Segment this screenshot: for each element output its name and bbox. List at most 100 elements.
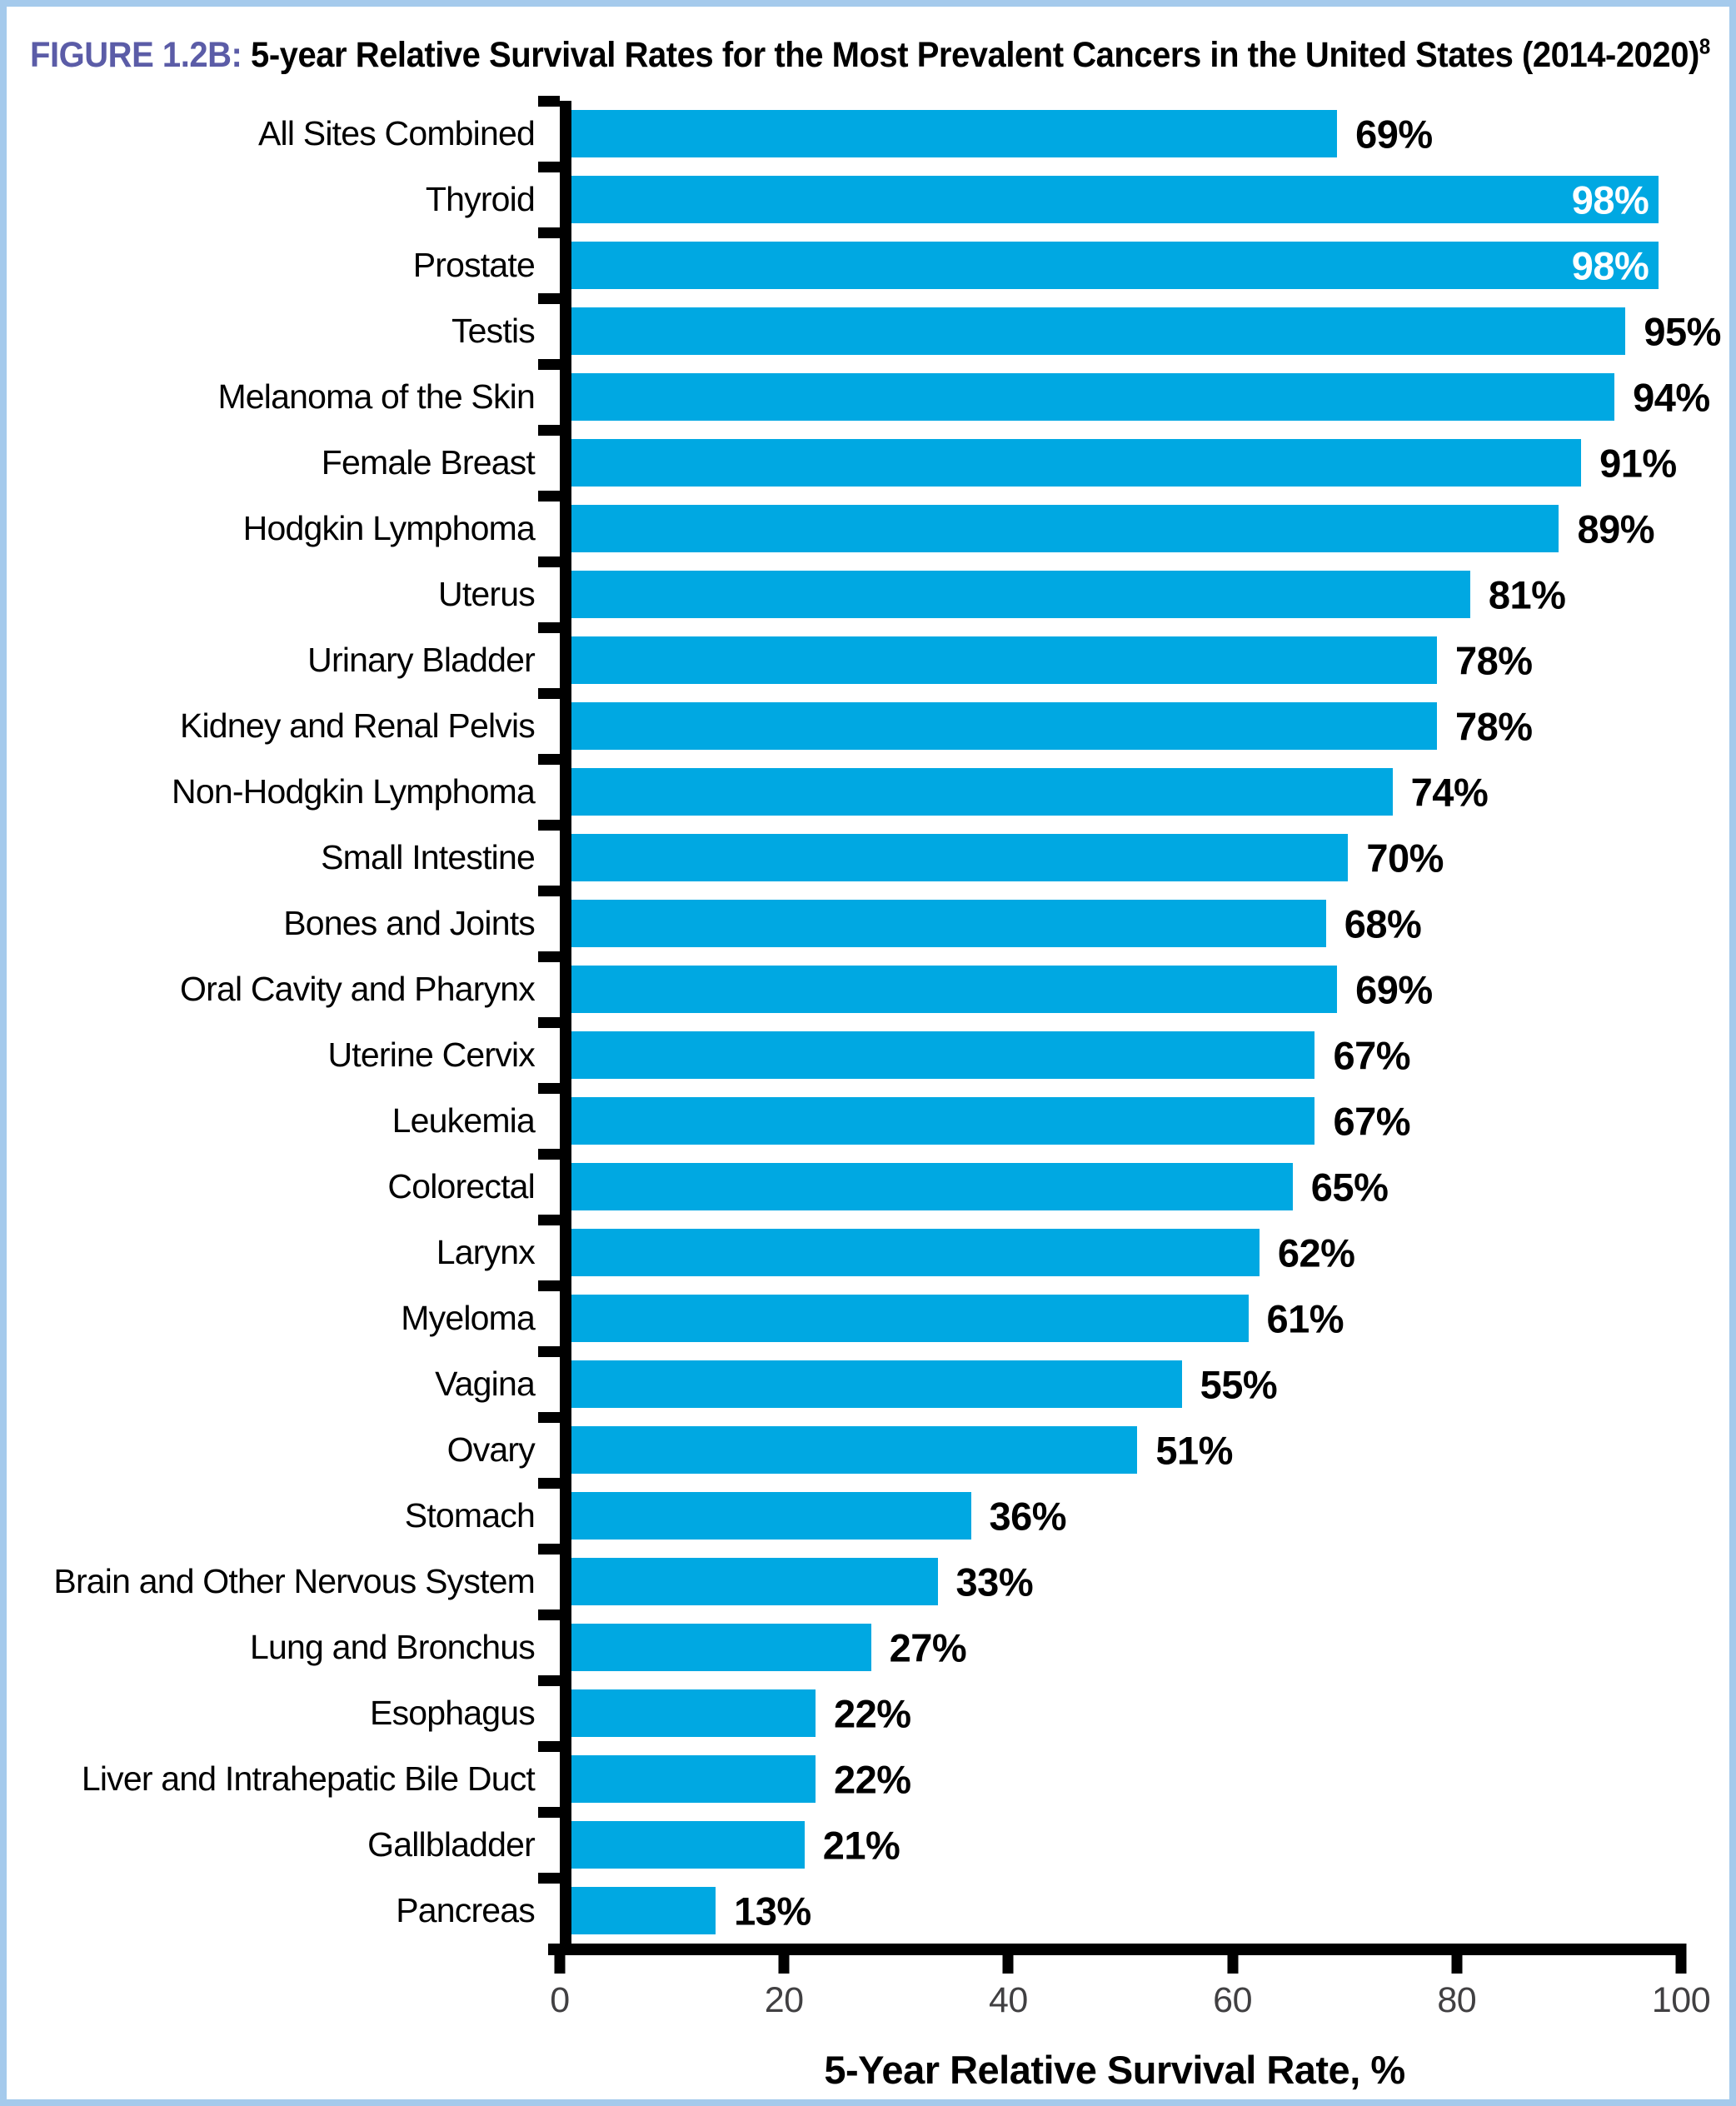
bar: 21% [571, 1821, 900, 1869]
bar-area: 36% [538, 1478, 1681, 1549]
x-tick-label: 100 [1651, 1980, 1711, 2020]
bar-row: Leukemia 67% [7, 1083, 1729, 1154]
bar-area: 74% [538, 754, 1681, 825]
bar-value-label: 22% [834, 1757, 911, 1801]
bar-value-label: 61% [1266, 1296, 1344, 1340]
bar-value-label: 13% [734, 1889, 811, 1933]
bar-value-label: 78% [1454, 704, 1533, 748]
bar-row: Myeloma 61% [7, 1280, 1729, 1351]
category-label: Hodgkin Lymphoma [242, 509, 536, 547]
bar-row: Uterine Cervix 67% [7, 1017, 1729, 1088]
category-label: Non-Hodgkin Lymphoma [172, 772, 536, 811]
bar-area: 98% [538, 227, 1681, 298]
bar-value-label: 67% [1333, 1099, 1411, 1143]
bar-value-label: 74% [1410, 770, 1489, 814]
bar: 13% [571, 1887, 811, 1934]
bar-row: Kidney and Renal Pelvis 78% [7, 688, 1729, 759]
bar-area: 81% [538, 556, 1681, 627]
x-axis: 0 20 40 60 80 100 5-Year Relative Survival Ra… [7, 1944, 1729, 2093]
bar-value-label: 33% [955, 1560, 1034, 1604]
bar-area: 65% [538, 1149, 1681, 1220]
category-label: Testis [451, 312, 536, 350]
category-label: Brain and Other Nervous System [53, 1562, 535, 1600]
bar-area: 61% [538, 1280, 1681, 1351]
bar-area: 62% [538, 1215, 1681, 1285]
x-tick-label: 20 [764, 1980, 804, 2020]
bar-row: Uterus 81% [7, 556, 1729, 627]
bar-area: 70% [538, 820, 1681, 891]
bar-value-label: 81% [1488, 572, 1566, 616]
category-label: Bones and Joints [283, 904, 536, 942]
category-label: Gallbladder [367, 1825, 536, 1864]
bar-value-label: 22% [834, 1691, 911, 1735]
bar-value-label: 98% [1571, 177, 1649, 222]
x-tick-label: 0 [550, 1980, 570, 2020]
bar-row: Gallbladder 21% [7, 1807, 1729, 1878]
bar-row: Liver and Intrahepatic Bile Duct 22% [7, 1741, 1729, 1812]
bar-area: 94% [538, 359, 1710, 430]
bar: 22% [571, 1689, 911, 1737]
x-tick-labels: 0 20 40 60 80 100 [550, 1980, 1710, 2024]
bar-value-label: 65% [1310, 1165, 1389, 1209]
bar: 65% [571, 1163, 1389, 1210]
category-label: Vagina [435, 1365, 536, 1403]
bar-value-label: 67% [1333, 1033, 1411, 1077]
bar: 95% [571, 307, 1721, 355]
bar: 67% [571, 1097, 1411, 1145]
bar: 36% [571, 1492, 1067, 1540]
bar: 61% [571, 1295, 1344, 1342]
bar-value-label: 51% [1155, 1428, 1233, 1472]
category-label: Small Intestine [321, 838, 536, 876]
bar: 55% [571, 1360, 1278, 1408]
bar-row: Urinary Bladder 78% [7, 622, 1729, 693]
bar-area: 21% [538, 1807, 1681, 1878]
bar-chart: All Sites Combined 69% Thyroid 98% Prost… [7, 96, 1729, 2093]
figure-title: FIGURE 1.2B: 5-year Relative Survival Ra… [7, 7, 1729, 76]
bar-value-label: 27% [889, 1625, 967, 1669]
bar-row: Melanoma of the Skin 94% [7, 359, 1729, 430]
bar-row: Small Intestine 70% [7, 820, 1729, 891]
bar-area: 55% [538, 1346, 1681, 1417]
figure-title-text: 5-year Relative Survival Rates for the M… [242, 35, 1699, 75]
x-tick-label: 80 [1437, 1980, 1477, 2020]
bar: 91% [571, 439, 1677, 487]
bar-row: Vagina 55% [7, 1346, 1729, 1417]
bar-value-label: 55% [1200, 1362, 1278, 1406]
bar-area: 98% [538, 162, 1681, 232]
bar-area: 22% [538, 1675, 1681, 1746]
bar-value-label: 78% [1454, 638, 1533, 682]
category-label: Leukemia [392, 1101, 536, 1140]
x-axis-line [548, 1944, 1681, 1955]
bar-row: Pancreas 13% [7, 1873, 1729, 1944]
bar: 67% [571, 1031, 1411, 1079]
bar: 27% [571, 1624, 967, 1671]
bar-value-label: 95% [1644, 309, 1721, 353]
bar: 69% [571, 110, 1433, 157]
bar: 22% [571, 1755, 911, 1803]
bar-value-label: 89% [1577, 507, 1655, 551]
bar: 94% [571, 373, 1710, 421]
bar-row: Non-Hodgkin Lymphoma 74% [7, 754, 1729, 825]
bar-value-label: 98% [1571, 243, 1649, 287]
category-label: Uterus [438, 575, 536, 613]
bar: 78% [571, 702, 1533, 750]
category-label: All Sites Combined [258, 114, 536, 152]
bar-area: 95% [538, 293, 1721, 364]
bar-value-label: 94% [1633, 375, 1710, 419]
plot-rows: All Sites Combined 69% Thyroid 98% Prost… [7, 96, 1729, 1944]
bar-row: Stomach 36% [7, 1478, 1729, 1549]
bar-row: Female Breast 91% [7, 425, 1729, 496]
bar: 74% [571, 768, 1489, 816]
bar-value-label: 68% [1344, 901, 1422, 946]
bar: 70% [571, 834, 1444, 881]
bar-area: 13% [538, 1873, 1681, 1944]
bar-row: Lung and Bronchus 27% [7, 1609, 1729, 1680]
bar: 33% [571, 1558, 1034, 1605]
figure-number-label: FIGURE 1.2B: [30, 35, 242, 75]
category-label: Pancreas [396, 1891, 536, 1929]
bar-area: 67% [538, 1083, 1681, 1154]
bar-value-label: 36% [989, 1494, 1067, 1538]
category-label: Urinary Bladder [307, 641, 536, 679]
category-label: Myeloma [401, 1299, 536, 1337]
bar: 62% [571, 1229, 1355, 1276]
